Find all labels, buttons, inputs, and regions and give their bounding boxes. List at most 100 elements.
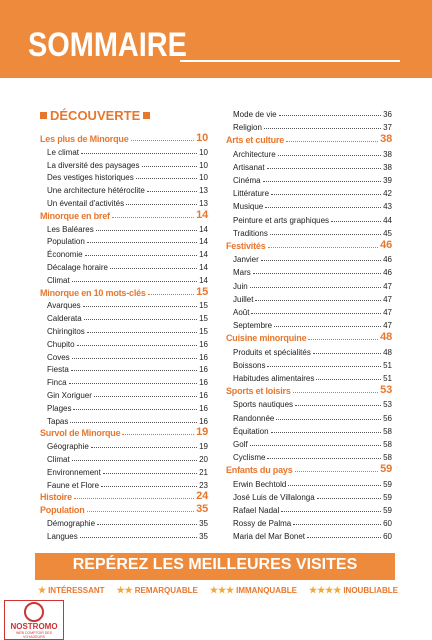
toc-entry: Des vestiges historiques 10 <box>47 170 208 182</box>
page-number: 37 <box>383 123 392 133</box>
rating: ★★★★ INOUBLIABLE <box>309 585 398 596</box>
page-number: 44 <box>383 215 392 225</box>
toc-heading: Sports et loisirs 53 <box>226 384 392 396</box>
entry-label: Festivités <box>226 241 266 251</box>
leader <box>130 140 195 141</box>
leader <box>141 165 198 167</box>
page-number: 46 <box>380 239 392 251</box>
entry-label: Le climat <box>47 147 80 157</box>
leader <box>277 154 382 156</box>
toc-entry: Sports nautiques 53 <box>233 397 392 409</box>
entry-label: Démographie <box>47 519 96 528</box>
leader <box>126 204 198 205</box>
leader <box>71 357 198 359</box>
leader <box>293 524 382 526</box>
entry-label: Les Baléares <box>47 224 94 234</box>
toc-entry: Artisanat 38 <box>233 160 392 172</box>
toc-entry: Cyclisme 58 <box>233 450 392 462</box>
toc-entry: Équitation 58 <box>233 424 392 436</box>
leader <box>276 418 382 420</box>
entry-label: Randonnée <box>233 413 275 423</box>
leader <box>308 339 379 341</box>
page-number: 23 <box>199 480 208 490</box>
page-number: 53 <box>383 400 392 410</box>
leader <box>122 434 195 436</box>
entry-label: Économie <box>47 250 83 260</box>
page-number: 15 <box>199 314 208 324</box>
entry-label: Juin <box>233 281 248 291</box>
toc-entry: Un éventail d'activités 13 <box>47 196 208 208</box>
leader <box>70 421 198 423</box>
entry-label: Un éventail d'activités <box>47 199 125 208</box>
toc-entry: Peinture et arts graphiques 44 <box>233 213 392 225</box>
leader <box>97 524 198 525</box>
page-number: 48 <box>383 347 392 357</box>
leader <box>76 344 198 346</box>
page-number: 16 <box>199 403 208 413</box>
page-number: 38 <box>383 149 392 159</box>
leader <box>274 326 382 328</box>
page-number: 10 <box>199 160 208 170</box>
entry-label: Histoire <box>40 492 72 503</box>
page-number: 16 <box>199 378 208 388</box>
leader <box>269 233 382 235</box>
toc-entry: Plages 16 <box>47 401 208 413</box>
page-number: 47 <box>383 281 392 291</box>
toc-entry: Avarques 15 <box>47 298 208 310</box>
page-number: 14 <box>196 208 208 221</box>
toc-entry: Golf 58 <box>233 437 392 449</box>
toc-entry: Août 47 <box>233 305 392 317</box>
toc-heading: Minorque en 10 mots-clés 15 <box>40 286 208 298</box>
leader <box>266 167 382 169</box>
page-number: 16 <box>199 365 208 375</box>
page-number: 13 <box>199 199 208 208</box>
toc-entry: Gin Xoriguer 16 <box>47 388 208 400</box>
entry-label: Sports nautiques <box>233 400 294 410</box>
leader <box>286 141 379 143</box>
rating-label: INOUBLIABLE <box>343 586 398 595</box>
banner-title: REPÉREZ LES MEILLEURES VISITES <box>72 556 358 573</box>
leader <box>71 460 198 461</box>
entry-label: Musique <box>233 202 264 212</box>
leader <box>288 484 382 486</box>
entry-label: Architecture <box>233 149 276 159</box>
toc-entry: Langues 35 <box>47 529 208 541</box>
page-number: 10 <box>199 147 208 157</box>
banner <box>35 553 395 580</box>
toc-heading: Minorque en bref 14 <box>40 209 208 221</box>
entry-label: Minorque en 10 mots-clés <box>40 287 146 298</box>
entry-label: Rossy de Palma <box>233 519 292 529</box>
toc-heading: Histoire 24 <box>40 490 208 502</box>
entry-label: Finca <box>47 378 67 388</box>
leader <box>316 497 382 499</box>
page-title: SOMMAIRE <box>28 26 187 64</box>
page-number: 46 <box>383 268 392 278</box>
leader <box>262 181 382 182</box>
rating-stars: ★★★★ <box>309 585 342 595</box>
entry-label: Population <box>47 237 85 247</box>
entry-label: La diversité des paysages <box>47 160 140 170</box>
rating: ★ INTÉRESSANT <box>38 585 105 596</box>
rating-label: REMARQUABLE <box>134 586 198 595</box>
toc-entry: Coves 16 <box>47 350 208 362</box>
toc-entry: Cinéma 39 <box>233 173 392 185</box>
leader <box>83 319 198 321</box>
page-number: 14 <box>199 224 208 234</box>
entry-label: Religion <box>233 123 262 133</box>
toc-heading: Cuisine minorquine 48 <box>226 331 392 343</box>
toc-heading: Les plus de Minorque 10 <box>40 132 208 144</box>
toc-entry: Mars 46 <box>233 265 392 277</box>
page-number: 56 <box>383 413 392 423</box>
page-number: 43 <box>383 202 392 212</box>
page-number: 24 <box>196 490 208 503</box>
leader <box>260 260 382 262</box>
entry-label: Des vestiges historiques <box>47 173 134 183</box>
leader <box>95 229 198 231</box>
section-heading: DÉCOUVERTE <box>40 108 151 123</box>
leader <box>270 431 382 433</box>
page-number: 51 <box>383 360 392 370</box>
page-number: 10 <box>199 173 208 183</box>
toc-entry: Chupito 16 <box>47 337 208 349</box>
toc-entry: Une architecture hétéroclite 13 <box>47 183 208 195</box>
